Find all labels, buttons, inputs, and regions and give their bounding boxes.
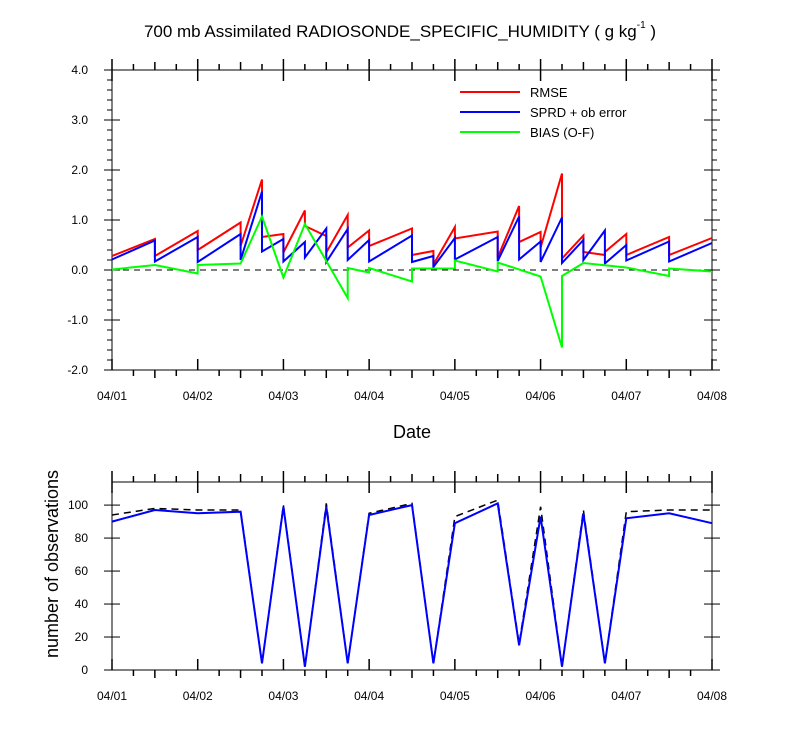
series-line-sprd-ob-error: [111, 191, 713, 271]
x-tick-label: 04/03: [268, 389, 298, 403]
legend-label: BIAS (O-F): [530, 125, 594, 140]
series-line-used-observations: [111, 501, 713, 667]
x-tick-label: 04/04: [354, 689, 384, 703]
y-tick-label: -2.0: [67, 363, 88, 377]
x-tick-label: 04/01: [97, 689, 127, 703]
y-tick-label: -1.0: [67, 313, 88, 327]
series-line-rmse: [111, 173, 713, 269]
x-tick-label: 04/08: [697, 689, 727, 703]
y-tick-label: 1.0: [71, 213, 88, 227]
y-tick-label: 2.0: [71, 163, 88, 177]
x-tick-label: 04/02: [183, 389, 213, 403]
y-tick-label: 0: [81, 663, 88, 677]
y-axis-title: number of observations: [42, 470, 62, 658]
chart-title: 700 mb Assimilated RADIOSONDE_SPECIFIC_H…: [0, 20, 800, 42]
x-tick-label: 04/05: [440, 389, 470, 403]
chart-title-main: 700 mb Assimilated RADIOSONDE_SPECIFIC_H…: [143, 22, 637, 41]
y-tick-label: 100: [68, 498, 88, 512]
legend: RMSE SPRD + ob error BIAS (O-F): [460, 85, 627, 140]
x-axis-title: Date: [393, 422, 431, 442]
y-tick-label: 4.0: [71, 63, 88, 77]
series-line-bias-o-f: [111, 213, 713, 348]
y-tick-label: 3.0: [71, 113, 88, 127]
y-tick-label: 0.0: [71, 263, 88, 277]
x-tick-label: 04/05: [440, 689, 470, 703]
chart-title-exponent: -1: [636, 20, 646, 32]
chart-title-close: ): [645, 22, 657, 41]
x-tick-label: 04/06: [526, 389, 556, 403]
chart-panel-1: 04/01 04/02 04/03 04/04 04/05 04/06 04/07 04/08…: [67, 59, 727, 442]
y-tick-label: 60: [75, 564, 89, 578]
x-tick-label: 04/06: [526, 689, 556, 703]
y-tick-label: 20: [75, 630, 89, 644]
series-line-possible-observations: [111, 499, 712, 667]
legend-label: SPRD + ob error: [530, 105, 627, 120]
x-tick-label: 04/02: [183, 689, 213, 703]
x-tick-label: 04/07: [611, 389, 641, 403]
y-tick-label: 80: [75, 531, 89, 545]
x-tick-label: 04/03: [268, 689, 298, 703]
x-tick-label: 04/01: [97, 389, 127, 403]
x-tick-label: 04/08: [697, 389, 727, 403]
legend-label: RMSE: [530, 85, 568, 100]
chart-panel-2: 04/01 04/02 04/03 04/04 04/05 04/06 04/07 04/08…: [42, 470, 727, 703]
x-tick-label: 04/07: [611, 689, 641, 703]
x-tick-label: 04/04: [354, 389, 384, 403]
y-tick-label: 40: [75, 597, 89, 611]
